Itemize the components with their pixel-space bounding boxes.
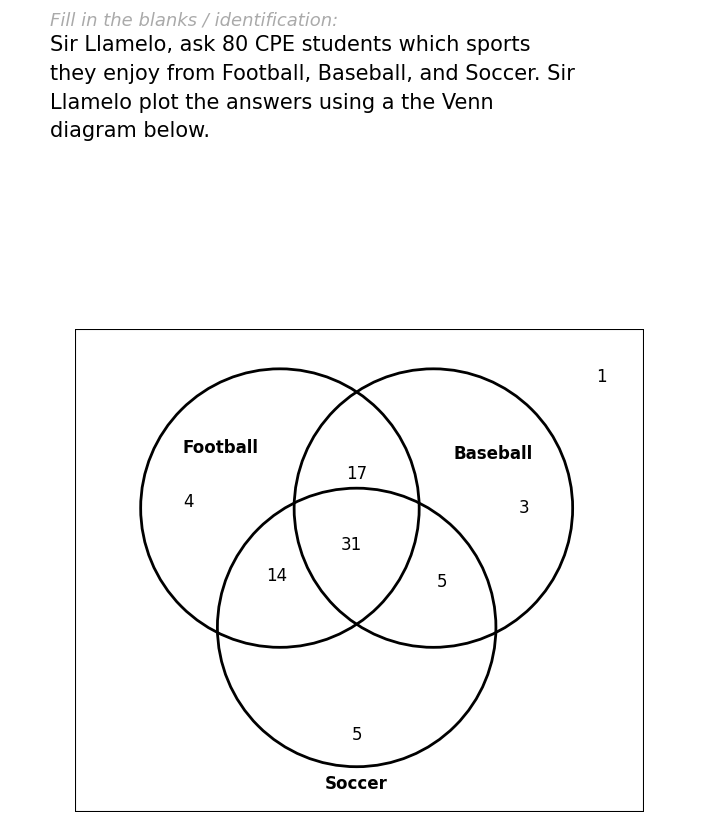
FancyBboxPatch shape [75, 329, 644, 812]
Text: Baseball: Baseball [454, 445, 533, 463]
Text: 3: 3 [519, 499, 530, 517]
Text: 31: 31 [340, 536, 362, 554]
Text: 4: 4 [184, 493, 194, 511]
Text: 14: 14 [267, 567, 288, 586]
Text: 1: 1 [596, 368, 606, 387]
Text: Sir Llamelo, ask 80 CPE students which sports
they enjoy from Football, Baseball: Sir Llamelo, ask 80 CPE students which s… [50, 35, 575, 142]
Text: Fill in the blanks / identification:: Fill in the blanks / identification: [50, 12, 339, 30]
Text: Soccer: Soccer [325, 776, 388, 793]
Text: 5: 5 [352, 726, 362, 745]
Text: 17: 17 [346, 465, 367, 483]
Text: 5: 5 [436, 573, 447, 591]
Text: Football: Football [182, 439, 258, 457]
